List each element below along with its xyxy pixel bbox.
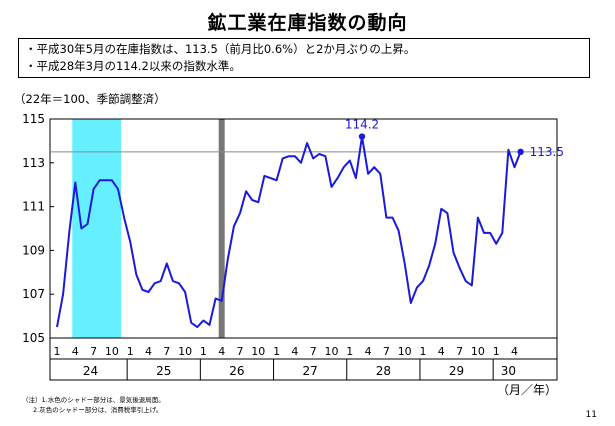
- x-month-label: 7: [310, 345, 317, 358]
- x-month-label: 4: [72, 345, 79, 358]
- x-month-label: 1: [54, 345, 61, 358]
- x-month-label: 1: [346, 345, 353, 358]
- annotation-point-1: [517, 148, 524, 156]
- x-month-label: 4: [145, 345, 152, 358]
- x-month-label: 4: [511, 345, 518, 358]
- x-month-label: 7: [237, 345, 244, 358]
- x-axis-unit-label: （月／年）: [497, 383, 557, 397]
- x-month-label: 10: [251, 345, 265, 358]
- x-month-label: 4: [291, 345, 298, 358]
- annotation-label-latest: 113.5: [530, 145, 564, 159]
- y-tick-label-107: 107: [22, 287, 45, 301]
- y-tick-label-113: 113: [22, 156, 45, 170]
- x-month-label: 10: [398, 345, 412, 358]
- x-month-label: 1: [493, 345, 500, 358]
- x-month-label: 10: [178, 345, 192, 358]
- summary-box: ・平成30年5月の在庫指数は、113.5（前月比0.6%）と2か月ぶりの上昇。 …: [18, 38, 590, 78]
- x-month-label: 10: [325, 345, 339, 358]
- y-tick-label-105: 105: [22, 331, 45, 345]
- x-month-label: 4: [365, 345, 372, 358]
- y-tick-label-115: 115: [22, 112, 45, 126]
- x-year-label-30: 30: [501, 364, 516, 378]
- x-month-label: 1: [273, 345, 280, 358]
- x-year-label-27: 27: [303, 364, 318, 378]
- annotation-label-peak: 114.2: [345, 118, 379, 132]
- x-month-label: 4: [438, 345, 445, 358]
- consumption-tax-hike-shade: [218, 119, 225, 338]
- footnote-2: 2.灰色のシャドー部分は、消費税率引上げ。: [33, 406, 163, 414]
- x-month-label: 10: [105, 345, 119, 358]
- page-number: 11: [585, 410, 597, 420]
- x-year-label-25: 25: [156, 364, 171, 378]
- x-month-label: 7: [383, 345, 390, 358]
- x-year-label-28: 28: [376, 364, 391, 378]
- annotation-point-0: [358, 133, 366, 140]
- x-month-label: 10: [471, 345, 485, 358]
- x-month-label: 1: [420, 345, 427, 358]
- summary-bullet-2: ・平成28年3月の114.2以来の指数水準。: [25, 59, 241, 73]
- x-month-label: 1: [200, 345, 207, 358]
- x-month-label: 7: [90, 345, 97, 358]
- footnotes: （注）1.水色のシャドー部分は、景気後退局面。 2.灰色のシャドー部分は、消費税…: [22, 395, 165, 415]
- footnote-1: （注）1.水色のシャドー部分は、景気後退局面。: [22, 396, 165, 404]
- x-month-label: 1: [127, 345, 134, 358]
- x-year-label-29: 29: [449, 364, 464, 378]
- x-month-label: 7: [163, 345, 170, 358]
- x-month-label: 4: [218, 345, 225, 358]
- summary-bullet-1: ・平成30年5月の在庫指数は、113.5（前月比0.6%）と2か月ぶりの上昇。: [25, 42, 416, 56]
- recession-shade: [72, 119, 122, 338]
- y-tick-label-109: 109: [22, 243, 45, 257]
- inventory-index-line: [56, 135, 522, 329]
- y-tick-label-111: 111: [22, 200, 45, 214]
- y-axis-unit-label: （22年＝100、季節調整済）: [14, 92, 166, 106]
- x-year-label-24: 24: [83, 364, 98, 378]
- x-year-label-26: 26: [229, 364, 244, 378]
- page-title: 鉱工業在庫指数の動向: [207, 12, 408, 34]
- x-month-label: 7: [456, 345, 463, 358]
